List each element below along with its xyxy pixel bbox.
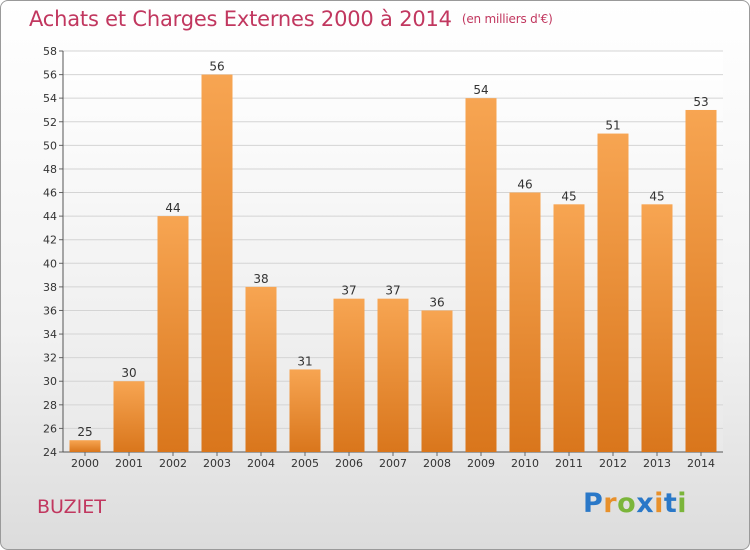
- bar: [245, 286, 277, 452]
- x-tick-label: 2012: [599, 457, 627, 470]
- data-label: 31: [297, 354, 312, 368]
- x-tick-label: 2008: [423, 457, 451, 470]
- y-tick-label: 30: [43, 375, 57, 388]
- bar: [333, 298, 365, 452]
- y-tick-label: 58: [43, 45, 57, 58]
- bar: [421, 310, 453, 452]
- y-tick-label: 42: [43, 234, 57, 247]
- x-tick-label: 2007: [379, 457, 407, 470]
- y-tick-label: 38: [43, 281, 57, 294]
- x-tick-label: 2006: [335, 457, 363, 470]
- y-tick-label: 24: [43, 446, 57, 459]
- data-label: 37: [385, 284, 400, 298]
- bar: [289, 369, 321, 452]
- data-label: 37: [341, 284, 356, 298]
- bar: [509, 192, 541, 452]
- x-tick-label: 2010: [511, 457, 539, 470]
- data-label: 38: [253, 272, 268, 286]
- data-label: 30: [121, 366, 136, 380]
- bar: [641, 204, 673, 452]
- data-label: 45: [561, 189, 576, 203]
- data-label: 54: [473, 83, 488, 97]
- bar: [377, 298, 409, 452]
- chart-title: Achats et Charges Externes 2000 à 2014 (e…: [29, 7, 553, 31]
- y-tick-label: 40: [43, 257, 57, 270]
- bar: [553, 204, 585, 452]
- bar: [201, 74, 233, 453]
- y-tick-label: 32: [43, 352, 57, 365]
- x-tick-label: 2003: [203, 457, 231, 470]
- bar: [685, 109, 717, 453]
- bar: [597, 133, 629, 452]
- y-tick-label: 54: [43, 92, 57, 105]
- data-label: 56: [209, 60, 224, 74]
- x-tick-label: 2005: [291, 457, 319, 470]
- y-tick-label: 46: [43, 187, 57, 200]
- x-tick-label: 2009: [467, 457, 495, 470]
- data-label: 46: [517, 178, 532, 192]
- x-tick-label: 2002: [159, 457, 187, 470]
- y-tick-label: 48: [43, 163, 57, 176]
- y-tick-label: 36: [43, 304, 57, 317]
- x-tick-label: 2001: [115, 457, 143, 470]
- x-tick-label: 2000: [71, 457, 99, 470]
- y-tick-label: 44: [43, 210, 57, 223]
- x-tick-label: 2011: [555, 457, 583, 470]
- commune-name: BUZIET: [37, 496, 106, 518]
- bar: [69, 440, 101, 452]
- x-tick-label: 2004: [247, 457, 275, 470]
- y-tick-label: 50: [43, 139, 57, 152]
- bar: [157, 216, 189, 452]
- title-text: Achats et Charges Externes 2000 à 2014: [29, 7, 452, 31]
- y-tick-label: 26: [43, 422, 57, 435]
- title-unit: (en milliers d'€): [461, 12, 553, 26]
- data-label: 51: [605, 119, 620, 133]
- proxiti-logo: Proxiti: [583, 488, 688, 519]
- bar: [113, 381, 145, 452]
- y-tick-label: 52: [43, 116, 57, 129]
- data-label: 53: [693, 95, 708, 109]
- data-label: 25: [77, 425, 92, 439]
- data-label: 45: [649, 189, 664, 203]
- data-label: 44: [165, 201, 180, 215]
- x-tick-label: 2014: [687, 457, 715, 470]
- data-label: 36: [429, 295, 444, 309]
- x-tick-label: 2013: [643, 457, 671, 470]
- y-tick-label: 34: [43, 328, 57, 341]
- y-tick-label: 28: [43, 399, 57, 412]
- y-tick-label: 56: [43, 69, 57, 82]
- bar: [465, 98, 497, 453]
